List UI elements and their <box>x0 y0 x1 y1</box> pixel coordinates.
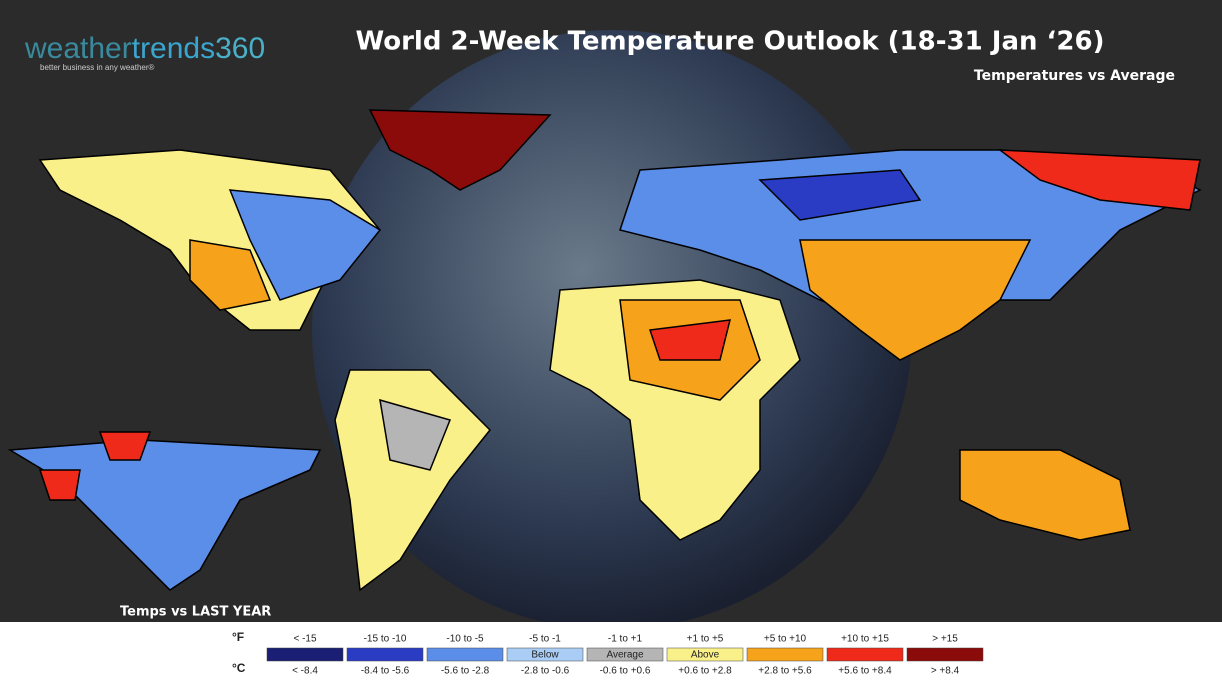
legend: < -15 < -8.4 -15 to -10 -8.4 to -5.6 -10 to … <box>266 634 984 677</box>
legend-f-label: -15 to -10 <box>364 634 407 645</box>
legend-f-label: +1 to +5 <box>687 634 724 645</box>
legend-inner-label: Below <box>531 650 559 661</box>
legend-swatch <box>906 647 984 662</box>
legend-swatch <box>506 647 584 662</box>
legend-f-label: > +15 <box>932 634 958 645</box>
legend-f-label: < -15 <box>293 634 317 645</box>
legend-c-label: > +8.4 <box>931 666 960 677</box>
legend-swatch <box>346 647 424 662</box>
legend-c-label: -5.6 to -2.8 <box>441 666 490 677</box>
legend-inner-label: Above <box>691 650 720 661</box>
legend-swatch <box>826 647 904 662</box>
legend-c-label: -2.8 to -0.6 <box>521 666 570 677</box>
subtitle: Temperatures vs Average <box>974 68 1175 84</box>
logo: weathertrends360 <box>24 32 265 65</box>
map <box>7 109 1202 592</box>
legend-c-label: -8.4 to -5.6 <box>361 666 410 677</box>
legend-swatch <box>746 647 824 662</box>
legend-c-label: -0.6 to +0.6 <box>600 666 651 677</box>
legend-inner-label: Average <box>606 650 644 661</box>
legend-swatch <box>426 647 504 662</box>
title: World 2-Week Temperature Outlook (18-31 … <box>356 27 1105 57</box>
legend-c-label: +5.6 to +8.4 <box>838 666 892 677</box>
legend-f-label: -5 to -1 <box>529 634 561 645</box>
legend-unit-c: °C <box>232 661 246 675</box>
legend-swatch <box>586 647 664 662</box>
legend-c-label: +2.8 to +5.6 <box>758 666 812 677</box>
inset-label: Temps vs LAST YEAR <box>120 605 271 620</box>
logo-tagline: better business in any weather® <box>40 63 155 72</box>
legend-c-label: +0.6 to +2.8 <box>678 666 732 677</box>
legend-f-label: +5 to +10 <box>764 634 807 645</box>
legend-f-label: +10 to +15 <box>841 634 889 645</box>
legend-c-label: < -8.4 <box>292 666 318 677</box>
legend-unit-f: °F <box>232 630 244 644</box>
legend-swatch <box>666 647 744 662</box>
legend-f-label: -1 to +1 <box>608 634 643 645</box>
legend-swatch <box>266 647 344 662</box>
legend-f-label: -10 to -5 <box>446 634 484 645</box>
